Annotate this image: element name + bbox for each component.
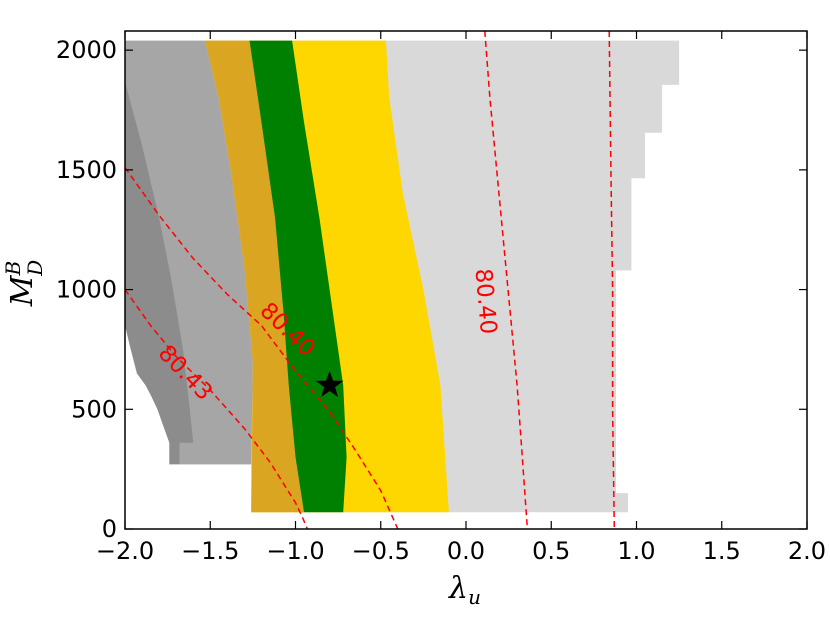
y-axis-label-sup: B [1, 261, 25, 277]
x-tick-label: −0.5 [352, 537, 410, 565]
x-tick-label: −1.0 [266, 537, 324, 565]
y-tick-label: 1000 [56, 276, 117, 304]
x-tick-label: 2.0 [788, 537, 826, 565]
contour-line [124, 289, 309, 530]
x-tick-label: −2.0 [96, 537, 154, 565]
star-marker [315, 370, 344, 398]
y-axis-label-sub: D [23, 260, 47, 277]
x-tick-label: 0.0 [447, 537, 485, 565]
y-axis-label-main: M [5, 274, 40, 307]
x-axis-label-main: λ [448, 571, 468, 606]
x-tick-label: 1.0 [617, 537, 655, 565]
y-tick-label: 0 [102, 515, 117, 543]
region-dark-gray [125, 81, 194, 465]
y-tick-label: 1500 [56, 156, 117, 184]
x-axis-label: λu [448, 571, 481, 609]
x-tick-label: −1.5 [181, 537, 239, 565]
contour-lines [124, 30, 616, 530]
y-tick-labels: 0 500 1000 1500 2000 [56, 36, 117, 543]
ticks-layer [124, 31, 808, 530]
y-tick-label: 500 [71, 395, 117, 423]
x-tick-label: 0.5 [532, 537, 570, 565]
regions-layer [125, 40, 680, 513]
contour-label: 80.40 [469, 268, 501, 336]
contour-line [608, 30, 616, 530]
x-axis-label-sub: u [468, 585, 481, 609]
band-orange [205, 40, 304, 513]
y-axis-label: MBD [1, 260, 47, 307]
y-tick-label: 2000 [56, 36, 117, 64]
contour-line [484, 30, 529, 530]
marker-layer [315, 370, 344, 398]
x-tick-label: 1.5 [703, 537, 741, 565]
x-tick-labels: −2.0 −1.5 −1.0 −0.5 0.0 0.5 1.0 1.5 2.0 [96, 537, 826, 565]
